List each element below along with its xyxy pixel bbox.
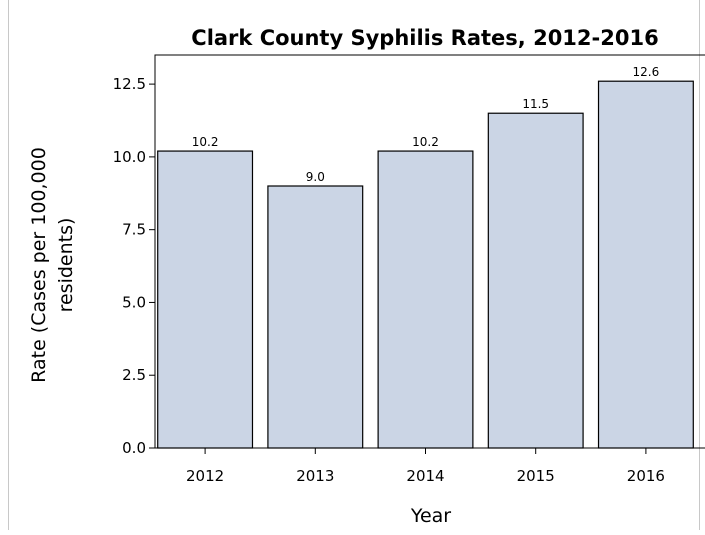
bar-2015 xyxy=(487,112,584,449)
y-axis-label: Rate (Cases per 100,000 residents) xyxy=(28,147,77,383)
bars xyxy=(157,80,694,449)
bar-2012 xyxy=(157,150,254,449)
y-tick-label: 5.0 xyxy=(122,293,146,311)
y-axis-label-line-2: residents) xyxy=(55,218,77,313)
data-labels: 10.2 9.0 10.2 11.5 12.6 xyxy=(192,65,660,184)
data-label-2013: 9.0 xyxy=(306,170,325,184)
bar-2013 xyxy=(267,185,364,449)
chart-frame xyxy=(8,0,700,530)
bar-2016 xyxy=(597,80,694,449)
x-tick-label: 2012 xyxy=(186,467,224,485)
chart-title: Clark County Syphilis Rates, 2012-2016 xyxy=(191,26,658,50)
x-tick-label: 2014 xyxy=(406,467,444,485)
x-axis-label: Year xyxy=(410,505,451,527)
x-axis-ticks: 2012 2013 2014 2015 2016 xyxy=(186,448,665,485)
y-tick-label: 10.0 xyxy=(113,148,146,166)
y-tick-label: 2.5 xyxy=(122,366,146,384)
x-tick-label: 2016 xyxy=(627,467,665,485)
data-label-2016: 12.6 xyxy=(633,65,660,79)
x-tick-label: 2013 xyxy=(296,467,334,485)
y-tick-label: 0.0 xyxy=(122,439,146,457)
x-tick-label: 2015 xyxy=(517,467,555,485)
y-axis-ticks: 0.0 2.5 5.0 7.5 10.0 12.5 xyxy=(113,75,155,457)
y-axis-label-line-1: Rate (Cases per 100,000 xyxy=(28,147,50,383)
y-tick-label: 7.5 xyxy=(122,221,146,239)
data-label-2012: 10.2 xyxy=(192,135,219,149)
data-label-2015: 11.5 xyxy=(522,97,549,111)
y-tick-label: 12.5 xyxy=(113,75,146,93)
bar-2014 xyxy=(377,150,474,449)
data-label-2014: 10.2 xyxy=(412,135,439,149)
